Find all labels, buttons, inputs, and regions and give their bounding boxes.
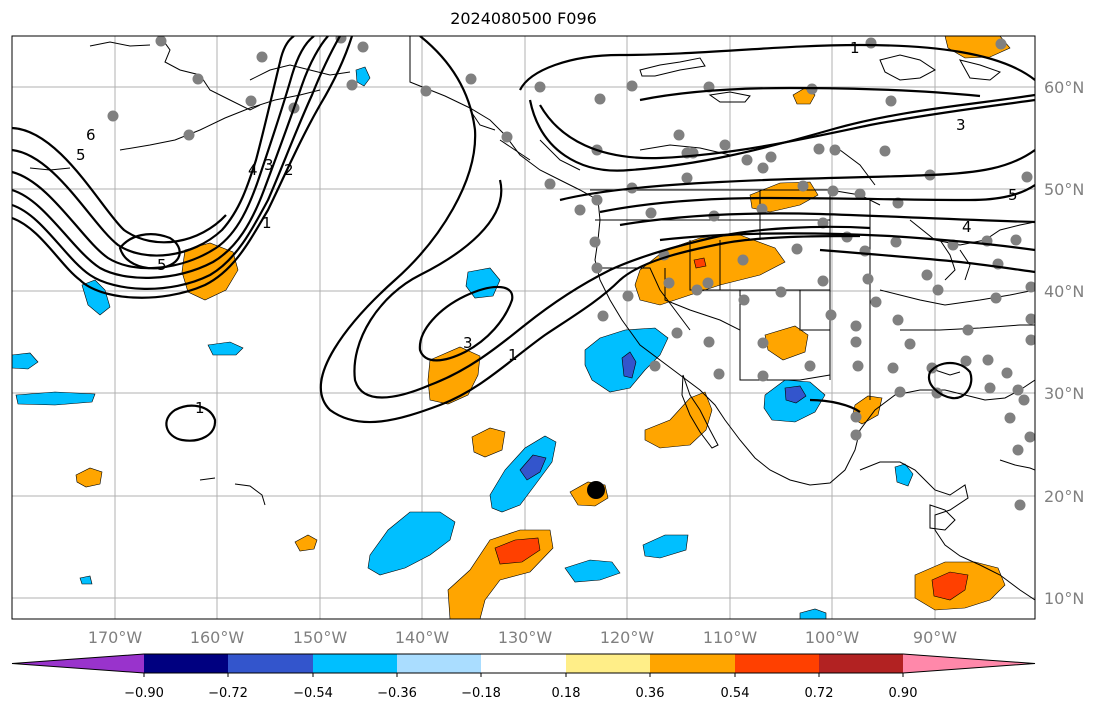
colorbar-extend-max — [903, 654, 1035, 673]
longitude-labels: 170°W 160°W 150°W 140°W 130°W 120°W 110°… — [88, 628, 957, 647]
lon-label: 100°W — [805, 628, 860, 647]
orange-region — [471, 427, 506, 458]
colorbar-tick-label: 0.36 — [636, 686, 665, 701]
coastlines — [29, 36, 1035, 601]
lon-label: 150°W — [293, 628, 348, 647]
contour-label: 5 — [157, 256, 167, 274]
contour-label-group: 1 2 3 4 5 6 5 1 3 1 1 3 5 4 — [76, 39, 1018, 417]
contour-label: 1 — [195, 399, 205, 417]
contour-label: 1 — [850, 39, 860, 57]
blue-region — [207, 341, 244, 356]
blue-region — [79, 575, 93, 585]
colorbar-tick-label: −0.72 — [208, 686, 248, 701]
colorbar-segment — [481, 654, 566, 673]
colorbar-tick-label: 0.90 — [889, 686, 918, 701]
blue-region — [799, 608, 827, 619]
orange-region — [634, 234, 786, 306]
lat-label: 10°N — [1044, 589, 1084, 608]
contour-label: 5 — [1008, 186, 1018, 204]
contour-label: 2 — [284, 161, 294, 179]
contour-lines — [12, 36, 1035, 442]
blue-region — [81, 279, 111, 316]
station-markers — [107, 36, 1035, 511]
contour-label: 1 — [262, 214, 272, 232]
orange-region — [294, 534, 318, 552]
map-frame — [11, 35, 1036, 620]
map-title: 2024080500 F096 — [450, 9, 597, 28]
red-region — [693, 257, 707, 269]
contour-label: 6 — [86, 126, 96, 144]
colorbar-segment — [566, 654, 650, 673]
colorbar-segment — [735, 654, 819, 673]
contour-label: 4 — [248, 161, 258, 179]
lat-label: 60°N — [1044, 78, 1084, 97]
colorbar-segment — [397, 654, 481, 673]
colorbar-segment — [819, 654, 903, 673]
lon-label: 110°W — [703, 628, 758, 647]
orange-region — [764, 325, 809, 361]
dark-blue-region — [621, 351, 637, 379]
lon-label: 120°W — [600, 628, 655, 647]
colorbar-tick-label: 0.72 — [805, 686, 834, 701]
lon-label: 170°W — [88, 628, 143, 647]
blue-region — [564, 559, 621, 583]
contour-label: 3 — [264, 156, 274, 174]
contour-label: 1 — [508, 346, 518, 364]
colorbar-segment — [650, 654, 735, 673]
lat-label: 40°N — [1044, 282, 1084, 301]
colorbar-tick-label: −0.36 — [377, 686, 417, 701]
contour-label: 3 — [463, 334, 473, 352]
colorbar-segment — [228, 654, 313, 673]
red-region — [494, 537, 541, 565]
colorbar-tick-label: 0.54 — [721, 686, 750, 701]
colorbar: −0.90 −0.72 −0.54 −0.36 −0.18 0.18 0.36 0.54 0.7… — [11, 653, 1036, 701]
storm-center-marker — [587, 481, 605, 499]
colorbar-tick-label: −0.54 — [293, 686, 333, 701]
lon-label: 160°W — [190, 628, 245, 647]
lat-label: 50°N — [1044, 180, 1084, 199]
blue-region — [355, 66, 371, 87]
dark-blue-region — [519, 454, 547, 481]
colorbar-segment — [313, 654, 397, 673]
colorbar-tick-label: −0.18 — [461, 686, 501, 701]
blue-region — [465, 267, 501, 299]
colorbar-tick-label: −0.90 — [124, 686, 164, 701]
lat-label: 30°N — [1044, 384, 1084, 403]
blue-region — [15, 391, 96, 406]
lon-label: 90°W — [913, 628, 957, 647]
red-region — [931, 571, 969, 601]
blue-region — [894, 463, 914, 487]
orange-region — [75, 467, 103, 488]
lat-label: 20°N — [1044, 487, 1084, 506]
dark-blue-region — [784, 385, 807, 404]
latitude-labels: 60°N 50°N 40°N 30°N 20°N 10°N — [1044, 78, 1084, 608]
lon-label: 140°W — [395, 628, 450, 647]
blue-region — [12, 352, 39, 370]
colorbar-tick-label: 0.18 — [552, 686, 581, 701]
colorbar-segment — [144, 654, 228, 673]
colorbar-extend-min — [12, 654, 144, 673]
lon-label: 130°W — [498, 628, 553, 647]
blue-region — [367, 511, 456, 576]
orange-region — [644, 391, 713, 449]
contour-label: 3 — [956, 116, 966, 134]
blue-region — [642, 534, 689, 559]
contour-label: 5 — [76, 146, 86, 164]
contour-label: 4 — [962, 218, 972, 236]
